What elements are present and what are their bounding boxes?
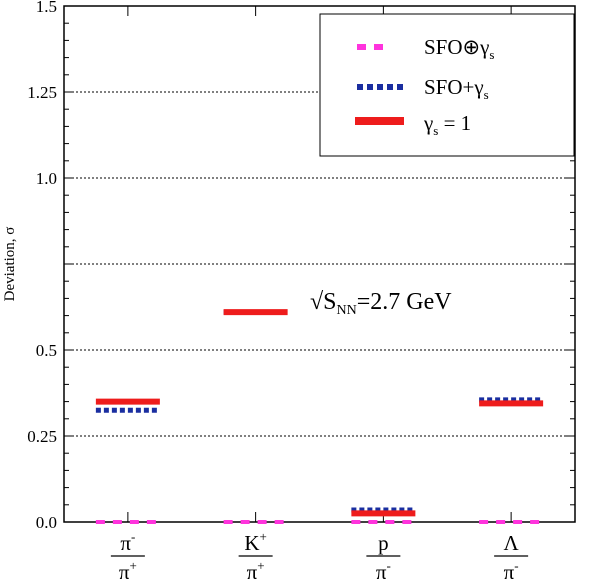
x-category-label: K+ π+ [238, 529, 273, 584]
x-category-label: π-π+ [110, 529, 145, 584]
energy-annotation: √SNN=2.7 GeV [310, 289, 452, 318]
x-category-label: Λπ- [494, 531, 529, 584]
y-tick-label: 0.5 [36, 341, 57, 360]
y-tick-label: 1.25 [27, 83, 57, 102]
category-denominator: π- [376, 558, 391, 584]
data-series [95, 309, 544, 524]
category-denominator: π+ [119, 558, 137, 584]
legend-label-gamma-one: γs = 1 [423, 111, 471, 138]
category-numerator: K+ [244, 529, 267, 555]
x-category-label: p π- [366, 531, 401, 584]
category-numerator: Λ [504, 531, 520, 555]
category-numerator: p [378, 531, 389, 555]
y-tick-labels: 0.0 0.25 0.5 1.0 1.25 1.5 [27, 0, 57, 532]
legend-label-sfo-plus: SFO+γs [424, 75, 489, 102]
x-category-labels: π-π+K+π+pπ-Λπ- [110, 529, 529, 584]
category-numerator: π- [120, 529, 135, 555]
y-axis-label: Deviation, σ [2, 227, 18, 302]
legend: SFO⊕γs SFO+γs γs = 1 [319, 13, 575, 157]
category-denominator: π- [504, 558, 519, 584]
y-tick-label: 1.0 [36, 169, 57, 188]
y-tick-label: 0.25 [27, 427, 57, 446]
legend-label-sfo-oplus: SFO⊕γs [424, 35, 494, 62]
category-denominator: π+ [247, 558, 265, 584]
y-tick-label: 0.0 [36, 513, 57, 532]
y-tick-label: 1.5 [36, 0, 57, 16]
